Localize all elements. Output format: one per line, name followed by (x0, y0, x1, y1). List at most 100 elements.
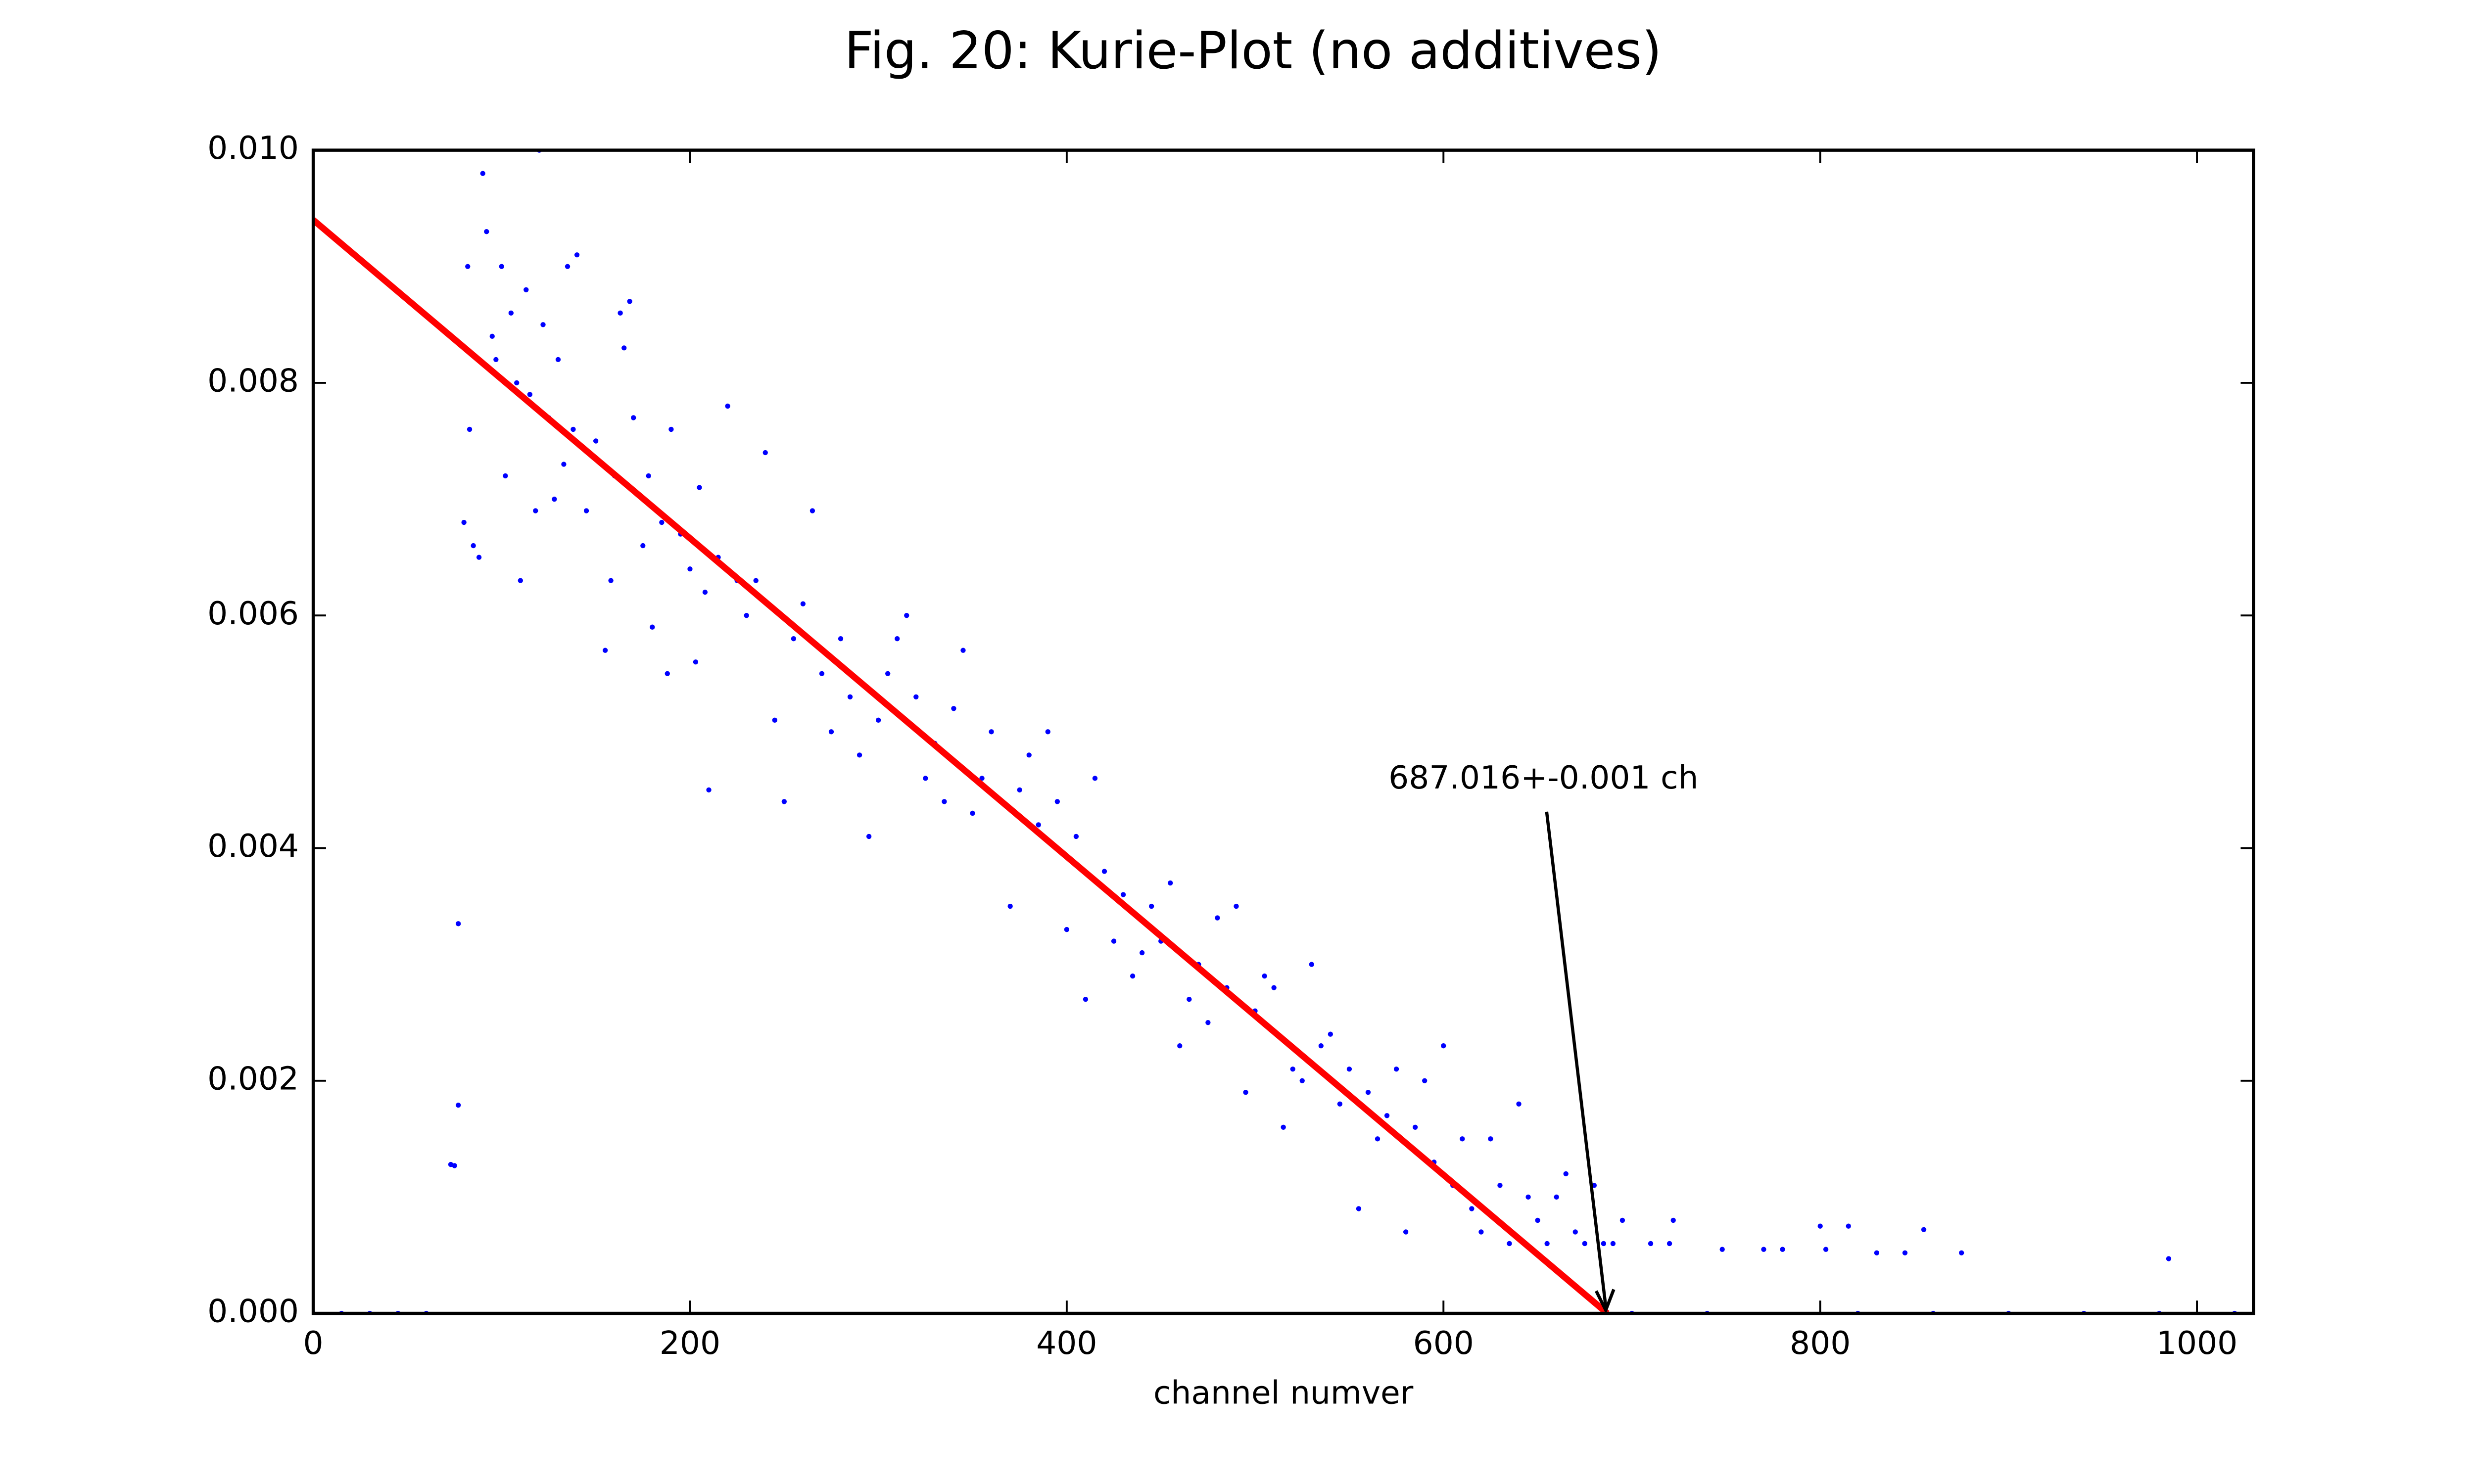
data-point (1036, 822, 1041, 828)
data-point (461, 519, 467, 525)
data-point (1902, 1250, 1908, 1255)
data-point (571, 426, 576, 432)
data-point (1318, 1043, 1324, 1049)
data-point (2166, 1256, 2172, 1261)
data-point (1601, 1241, 1607, 1247)
axes-frame (311, 148, 2255, 1315)
data-point (540, 322, 546, 327)
data-point (1610, 1241, 1616, 1247)
data-point (1817, 1223, 1823, 1229)
data-point (1337, 1101, 1343, 1107)
data-point (876, 717, 881, 723)
fit-line (313, 217, 1610, 1314)
data-point (1064, 927, 1070, 932)
data-point (904, 613, 909, 618)
data-point (1780, 1247, 1785, 1252)
data-point (1563, 1171, 1569, 1177)
data-point (1205, 1020, 1211, 1025)
data-point (1412, 1124, 1418, 1130)
data-point (1309, 962, 1314, 967)
data-point (640, 543, 646, 549)
data-point (1544, 1241, 1550, 1247)
data-point (1290, 1067, 1295, 1072)
data-point (1516, 1101, 1522, 1107)
data-point (1271, 985, 1277, 990)
annotation-arrowhead (1595, 1289, 1616, 1314)
data-point (1083, 996, 1089, 1002)
data-point (1393, 1067, 1399, 1072)
data-point (565, 264, 571, 269)
data-point (1507, 1241, 1512, 1247)
y-tick-label: 0.008 (207, 362, 299, 399)
data-point (913, 694, 919, 699)
data-point (467, 426, 473, 432)
data-point (480, 171, 485, 176)
data-point (503, 473, 508, 479)
data-point (561, 462, 567, 467)
data-point (456, 921, 461, 927)
data-point (762, 450, 768, 456)
data-point (1582, 1241, 1587, 1247)
data-point (693, 659, 699, 665)
data-point (1328, 1031, 1333, 1037)
data-point (602, 648, 608, 653)
data-point (1823, 1247, 1829, 1252)
data-point (1007, 903, 1013, 909)
data-point (1177, 1043, 1183, 1049)
data-point (687, 566, 693, 572)
data-point (514, 380, 520, 386)
data-point (665, 671, 670, 676)
y-tick-label: 0.006 (207, 595, 299, 632)
data-point (1111, 938, 1117, 944)
data-point (1469, 1206, 1475, 1211)
chart-title: Fig. 20: Kurie-Plot (no additives) (844, 21, 1662, 81)
data-point (1554, 1194, 1559, 1200)
data-point (1719, 1247, 1725, 1252)
data-point (493, 357, 499, 363)
data-point (1403, 1229, 1409, 1235)
data-point (706, 787, 712, 793)
data-point (1535, 1217, 1540, 1223)
annotation: 687.016+-0.001 ch (1388, 759, 1698, 796)
x-tick-label: 0 (303, 1325, 324, 1362)
data-point (484, 229, 489, 234)
data-point (1139, 950, 1145, 956)
data-point (1670, 1217, 1676, 1223)
x-tick-label: 800 (1790, 1325, 1851, 1362)
data-point (1666, 1241, 1672, 1247)
data-point (1478, 1229, 1484, 1235)
data-point (697, 485, 702, 490)
data-point (1422, 1078, 1427, 1083)
data-point (942, 799, 947, 804)
x-tick-label: 200 (660, 1325, 720, 1362)
data-point (856, 752, 862, 758)
data-point (618, 310, 623, 316)
data-point (523, 287, 529, 292)
data-point (791, 636, 797, 642)
data-point (885, 671, 891, 676)
data-point (1648, 1241, 1654, 1247)
data-point (1441, 1043, 1446, 1049)
data-point (800, 601, 806, 606)
data-point (1874, 1250, 1880, 1255)
x-axis-label: channel numver (1153, 1374, 1414, 1411)
data-point (1281, 1124, 1286, 1130)
data-point (621, 345, 627, 351)
data-point (508, 310, 514, 316)
data-point (1045, 729, 1050, 735)
data-point (702, 589, 708, 595)
data-point (1384, 1113, 1390, 1118)
data-point (627, 299, 632, 304)
data-point (646, 473, 651, 479)
data-point (1101, 869, 1107, 874)
data-point (631, 415, 636, 420)
data-point (1073, 834, 1079, 839)
data-point (659, 519, 665, 525)
data-point (960, 648, 966, 653)
data-point (583, 508, 589, 513)
data-point (970, 810, 975, 816)
data-point (1187, 996, 1192, 1002)
data-point (923, 776, 928, 781)
